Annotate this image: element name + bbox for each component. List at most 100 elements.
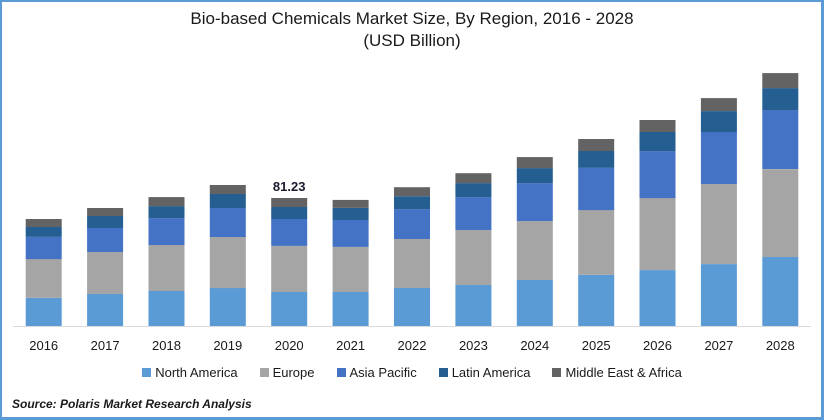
bar-2017-north-america: [87, 294, 124, 326]
bar-2022-asia-pacific: [394, 209, 430, 239]
bar-2026-europe: [639, 198, 676, 270]
x-tick-label: 2023: [459, 338, 488, 353]
bar-2028-north-america: [762, 257, 799, 326]
bar-2018-asia-pacific: [148, 218, 185, 245]
bar-2022-middle-east-africa: [394, 187, 430, 197]
bar-2028-latin-america: [762, 88, 799, 111]
bar-2023-europe: [455, 230, 492, 285]
bar-2021-latin-america: [332, 208, 369, 220]
x-tick-label: 2017: [91, 338, 120, 353]
bar-2027-latin-america: [700, 111, 737, 133]
bar-2023-north-america: [455, 285, 492, 326]
legend-label: Asia Pacific: [349, 365, 417, 380]
bar-2023-latin-america: [455, 183, 492, 198]
bar-2016-middle-east-africa: [25, 219, 62, 227]
bar-2026-middle-east-africa: [639, 120, 676, 132]
bar-2019-asia-pacific: [209, 208, 246, 237]
bar-2017-asia-pacific: [87, 228, 124, 252]
x-tick-label: 2024: [520, 338, 549, 353]
legend-item-north-america: North America: [142, 365, 238, 380]
bar-2025-north-america: [578, 274, 615, 326]
legend-swatch: [552, 368, 562, 377]
bar-2020-europe: [271, 246, 308, 292]
bar-2025-middle-east-africa: [578, 139, 615, 151]
chart-title: Bio-based Chemicals Market Size, By Regi…: [190, 9, 634, 28]
bar-2027-north-america: [700, 264, 737, 326]
bar-2016-north-america: [25, 298, 62, 326]
bar-2024-latin-america: [516, 168, 553, 184]
legend-item-europe: Europe: [259, 365, 315, 380]
chart-title-block: Bio-based Chemicals Market Size, By Regi…: [0, 8, 824, 52]
bar-2021-middle-east-africa: [332, 199, 369, 208]
bar-2027-middle-east-africa: [700, 98, 737, 111]
data-label-2020: 81.23: [273, 179, 306, 194]
x-tick-label: 2026: [643, 338, 672, 353]
bar-2020-north-america: [271, 292, 308, 326]
x-tick-label: 2027: [704, 338, 733, 353]
bar-2026-north-america: [639, 270, 676, 326]
bar-2027-europe: [700, 184, 737, 264]
x-tick-label: 2022: [398, 338, 427, 353]
bar-2017-middle-east-africa: [87, 208, 124, 216]
bar-2024-middle-east-africa: [516, 157, 553, 169]
data-labels: 81.23: [273, 179, 306, 194]
bars-group: [25, 73, 799, 326]
bar-2016-asia-pacific: [25, 237, 62, 260]
bar-2019-north-america: [209, 288, 246, 326]
bar-2023-middle-east-africa: [455, 173, 492, 184]
bar-2018-europe: [148, 245, 185, 291]
bar-2016-europe: [25, 259, 62, 298]
x-tick-label: 2025: [582, 338, 611, 353]
bar-2016-latin-america: [25, 227, 62, 237]
bar-2026-latin-america: [639, 132, 676, 152]
legend-swatch: [336, 368, 346, 377]
legend-swatch: [142, 368, 152, 377]
legend-label: Middle East & Africa: [565, 365, 682, 380]
bar-2028-europe: [762, 169, 799, 257]
x-tick-label: 2021: [336, 338, 365, 353]
bar-2027-asia-pacific: [700, 132, 737, 184]
bar-2022-latin-america: [394, 196, 430, 210]
legend-swatch: [259, 368, 269, 377]
bar-2017-latin-america: [87, 216, 124, 228]
bar-2022-europe: [394, 239, 430, 288]
bar-2028-middle-east-africa: [762, 73, 799, 89]
source-note: Source: Polaris Market Research Analysis: [12, 397, 252, 411]
bar-2018-middle-east-africa: [148, 197, 185, 207]
bar-2018-latin-america: [148, 206, 185, 219]
legend-label: North America: [155, 365, 238, 380]
bar-2025-asia-pacific: [578, 168, 615, 211]
bar-2019-europe: [209, 237, 246, 289]
legend-label: Latin America: [451, 365, 531, 380]
bar-2024-europe: [516, 221, 553, 280]
legend: North America Europe Asia Pacific Latin Ame…: [0, 365, 824, 380]
legend-swatch: [438, 368, 448, 377]
bar-2021-north-america: [332, 292, 369, 326]
bar-2019-latin-america: [209, 194, 246, 208]
bar-2017-europe: [87, 251, 124, 294]
stacked-bar-chart: 2016 2017 2018 2019 2020 2021 2022 2023 2024 2025…: [13, 73, 811, 353]
x-tick-label: 2018: [152, 338, 181, 353]
legend-label: Europe: [272, 365, 315, 380]
bar-2022-north-america: [394, 288, 430, 326]
bar-2025-latin-america: [578, 150, 615, 168]
legend-item-asia-pacific: Asia Pacific: [336, 365, 417, 380]
bar-2026-asia-pacific: [639, 151, 676, 199]
bar-2024-asia-pacific: [516, 183, 553, 222]
x-tick-labels: 2016 2017 2018 2019 2020 2021 2022 2023 2024 2025…: [29, 338, 795, 353]
bar-2020-asia-pacific: [271, 219, 308, 246]
legend-item-middle-east-africa: Middle East & Africa: [552, 365, 682, 380]
bar-2023-asia-pacific: [455, 197, 492, 230]
bar-2019-middle-east-africa: [209, 185, 246, 194]
x-tick-label: 2016: [29, 338, 58, 353]
bar-2025-europe: [578, 210, 615, 275]
x-tick-label: 2028: [766, 338, 795, 353]
bar-2024-north-america: [516, 280, 553, 326]
chart-subtitle: (USD Billion): [363, 31, 461, 50]
x-tick-label: 2020: [275, 338, 304, 353]
bar-2020-middle-east-africa: [271, 198, 308, 207]
legend-item-latin-america: Latin America: [438, 365, 531, 380]
bar-2020-latin-america: [271, 207, 308, 219]
bar-2021-europe: [332, 246, 369, 292]
bar-2018-north-america: [148, 291, 185, 326]
